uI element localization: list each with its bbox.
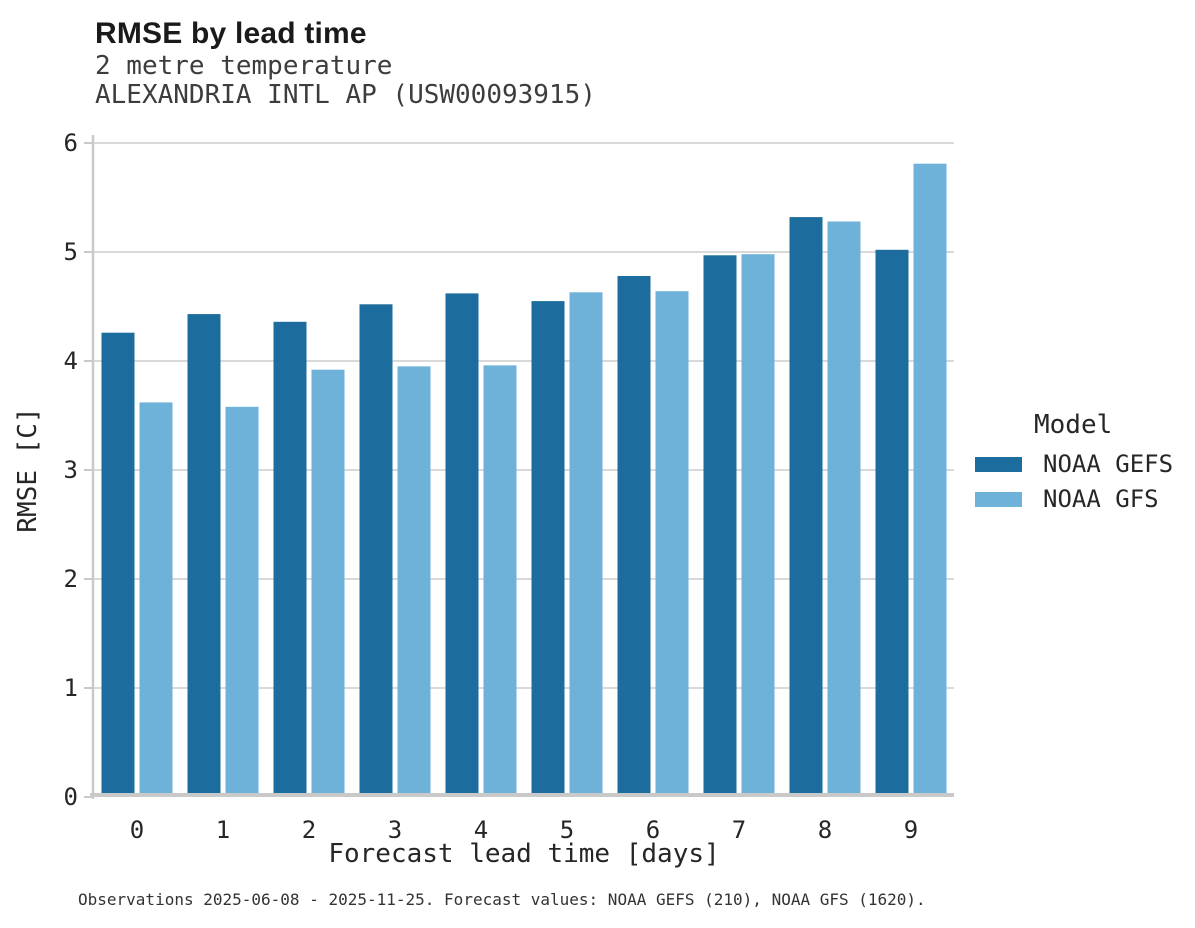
- legend-item-noaa-gefs: NOAA GEFS: [975, 451, 1173, 477]
- y-tick-label-0: 0: [64, 783, 78, 811]
- chart-title: RMSE by lead time: [95, 17, 367, 50]
- x-tick-label-7: 7: [732, 816, 746, 844]
- x-tick-label-5: 5: [560, 816, 574, 844]
- bar-noaa-gfs-day-9: [913, 163, 947, 797]
- bar-noaa-gfs-day-8: [827, 221, 861, 797]
- bar-noaa-gefs-day-9: [875, 249, 909, 798]
- bar-noaa-gfs-day-5: [569, 292, 603, 797]
- bar-noaa-gfs-day-4: [483, 365, 517, 797]
- x-tick-label-3: 3: [388, 816, 402, 844]
- x-tick-label-4: 4: [474, 816, 488, 844]
- bar-noaa-gfs-day-3: [397, 366, 431, 797]
- y-tick-label-1: 1: [64, 674, 78, 702]
- y-tick-label-2: 2: [64, 565, 78, 593]
- x-tick-label-1: 1: [216, 816, 230, 844]
- x-tick-label-0: 0: [130, 816, 144, 844]
- bar-noaa-gefs-day-0: [101, 332, 135, 797]
- y-tick-label-5: 5: [64, 238, 78, 266]
- legend-swatch-noaa-gefs: [975, 456, 1022, 472]
- x-tick-label-9: 9: [904, 816, 918, 844]
- bar-noaa-gfs-day-6: [655, 291, 689, 797]
- footer-caption: Observations 2025-06-08 - 2025-11-25. Fo…: [78, 890, 926, 909]
- bar-noaa-gefs-day-8: [789, 217, 823, 798]
- legend-label-noaa-gfs: NOAA GFS: [1043, 485, 1159, 513]
- bar-noaa-gefs-day-2: [273, 321, 307, 797]
- y-axis-title: RMSE [C]: [13, 407, 43, 532]
- bar-noaa-gefs-day-1: [187, 314, 221, 797]
- chart-subtitle-variable: 2 metre temperature: [95, 51, 393, 81]
- legend: Model NOAA GEFS NOAA GFS: [975, 411, 1173, 521]
- y-tick-label-6: 6: [64, 129, 78, 157]
- bar-noaa-gfs-day-2: [311, 369, 345, 797]
- bar-noaa-gefs-day-3: [359, 304, 393, 797]
- bar-noaa-gfs-day-1: [225, 406, 259, 797]
- x-tick-label-6: 6: [646, 816, 660, 844]
- legend-item-noaa-gfs: NOAA GFS: [975, 486, 1173, 512]
- y-tick-label-4: 4: [64, 347, 78, 375]
- chart-subtitle-station: ALEXANDRIA INTL AP (USW00093915): [95, 80, 596, 110]
- chart-header: RMSE by lead time 2 metre temperature AL…: [95, 16, 596, 110]
- y-tick-label-3: 3: [64, 456, 78, 484]
- bar-noaa-gfs-day-0: [139, 402, 173, 797]
- bar-noaa-gefs-day-6: [617, 276, 651, 797]
- x-axis-title: Forecast lead time [days]: [328, 839, 719, 869]
- bar-noaa-gfs-day-7: [741, 254, 775, 797]
- bar-noaa-gefs-day-4: [445, 293, 479, 797]
- x-tick-label-8: 8: [818, 816, 832, 844]
- legend-title: Model: [1034, 410, 1113, 440]
- legend-swatch-noaa-gfs: [975, 491, 1022, 507]
- bar-noaa-gefs-day-5: [531, 301, 565, 797]
- legend-label-noaa-gefs: NOAA GEFS: [1043, 450, 1174, 478]
- x-tick-label-2: 2: [302, 816, 316, 844]
- bar-noaa-gefs-day-7: [703, 255, 737, 798]
